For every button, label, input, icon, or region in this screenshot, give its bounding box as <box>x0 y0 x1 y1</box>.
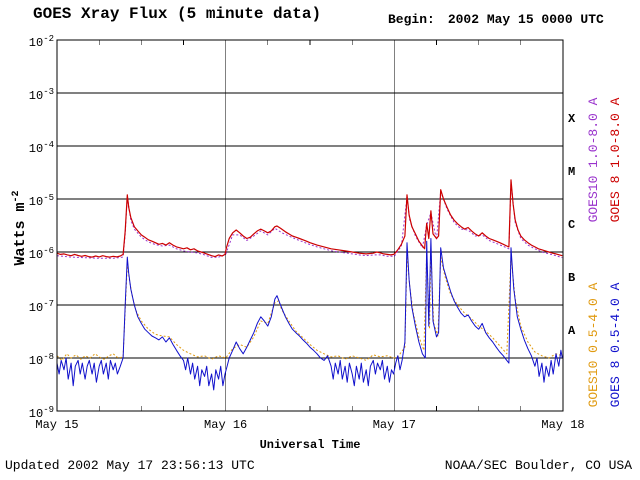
series-line-goes8-long <box>56 179 563 258</box>
y-tick-label: 10-7 <box>28 299 54 315</box>
y-tick-label: 10-6 <box>28 246 54 262</box>
x-tick-label: May 18 <box>541 418 585 432</box>
y-axis-title-base: Watts m <box>12 202 29 266</box>
begin-line: Begin: 2002 May 15 0000 UTC <box>388 12 604 27</box>
y-axis-title: Watts m-2 <box>9 153 29 303</box>
source-credit: NOAA/SEC Boulder, CO USA <box>444 458 632 473</box>
series-label-goes8-long: GOES 8 1.0-8.0 A <box>608 97 623 223</box>
updated-timestamp: Updated 2002 May 17 23:56:13 UTC <box>5 458 255 473</box>
y-tick-label: 10-8 <box>28 352 54 368</box>
plot-frame <box>56 39 564 412</box>
y-tick-label: 10-5 <box>28 193 54 209</box>
begin-label: Begin: <box>388 12 435 27</box>
series-line-goes10-long <box>56 181 563 259</box>
x-tick-label: May 17 <box>372 418 416 432</box>
x-tick-label: May 16 <box>204 418 248 432</box>
y-tick-label: 10-2 <box>28 34 54 50</box>
series-label-goes10-long: GOES10 1.0-8.0 A <box>586 97 601 223</box>
series-line-goes8-short <box>56 238 563 391</box>
y-tick-label: 10-9 <box>28 405 54 421</box>
y-tick-label: 10-3 <box>28 87 54 103</box>
series-label-goes10-short: GOES10 0.5-4.0 A <box>586 282 601 408</box>
begin-value: 2002 May 15 0000 UTC <box>447 12 604 27</box>
x-tick-label: May 15 <box>35 418 79 432</box>
x-axis-tick-labels: May 15 May 16 May 17 May 18 <box>0 418 640 434</box>
y-axis-title-exponent: -2 <box>11 190 22 203</box>
chart-title: GOES Xray Flux (5 minute data) <box>33 5 322 23</box>
y-tick-label: 10-4 <box>28 140 54 156</box>
x-axis-title: Universal Time <box>259 438 361 452</box>
series-label-goes8-short: GOES 8 0.5-4.0 A <box>608 282 623 408</box>
y-axis-tick-labels: 10-2 10-3 10-4 10-5 10-6 10-7 10-8 10-9 <box>14 0 54 480</box>
